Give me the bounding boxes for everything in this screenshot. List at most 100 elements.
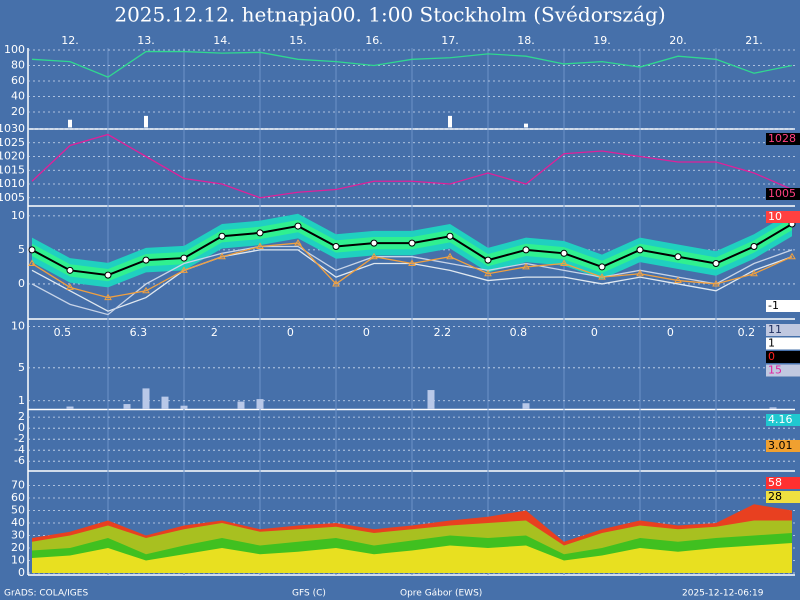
point bbox=[522, 246, 530, 254]
point bbox=[180, 254, 188, 262]
y-tick-label: 60 bbox=[11, 74, 25, 87]
value-badge-text: 1028 bbox=[768, 132, 796, 145]
bar bbox=[522, 403, 530, 409]
y-tick-label: 20 bbox=[11, 541, 25, 554]
point bbox=[636, 246, 644, 254]
y-tick-label: 60 bbox=[11, 491, 25, 504]
bar bbox=[180, 405, 188, 409]
y-tick-label: -4 bbox=[14, 443, 25, 456]
y-tick-label: 1005 bbox=[0, 191, 25, 204]
daily-total: 0.2 bbox=[738, 326, 756, 339]
line bbox=[31, 133, 793, 199]
point bbox=[598, 263, 606, 271]
daily-total: 0 bbox=[363, 326, 370, 339]
footer-text: 2025-12-12-06:19 bbox=[682, 589, 764, 599]
point bbox=[750, 269, 758, 277]
y-tick-label: 5 bbox=[18, 361, 25, 374]
daily-total: 0.5 bbox=[54, 326, 72, 339]
point bbox=[712, 279, 720, 287]
y-tick-label: 40 bbox=[11, 516, 25, 529]
y-tick-label: 10 bbox=[11, 554, 25, 567]
y-tick-label: 10 bbox=[11, 209, 25, 222]
point bbox=[712, 260, 720, 268]
point bbox=[788, 252, 796, 260]
point bbox=[446, 232, 454, 240]
bar bbox=[237, 401, 245, 409]
y-tick-label: 40 bbox=[11, 90, 25, 103]
point bbox=[28, 259, 36, 267]
bar bbox=[769, 407, 777, 409]
y-tick-label: -2 bbox=[14, 432, 25, 445]
point bbox=[294, 222, 302, 230]
panel: 20-2-4-6 4.16 3.01 bbox=[14, 410, 800, 467]
y-tick-label: 0 bbox=[18, 421, 25, 434]
day-label: 17. bbox=[441, 34, 459, 47]
point bbox=[560, 259, 568, 267]
y-tick-label: 0 bbox=[18, 277, 25, 290]
value-badge bbox=[766, 477, 800, 489]
point bbox=[332, 242, 340, 250]
value-badge-text: 15 bbox=[768, 364, 782, 377]
bar bbox=[68, 119, 72, 128]
bar bbox=[161, 396, 169, 409]
point bbox=[332, 279, 340, 287]
y-tick-label: -6 bbox=[14, 454, 25, 467]
point bbox=[142, 256, 150, 264]
y-tick-label: 70 bbox=[11, 479, 25, 492]
point bbox=[522, 262, 530, 270]
bar bbox=[448, 115, 452, 128]
value-badge-text: 11 bbox=[768, 323, 782, 336]
point bbox=[104, 271, 112, 279]
value-badge bbox=[766, 414, 800, 426]
title: 2025.12.12. hetnapja00. 1:00 Stockholm (… bbox=[114, 3, 665, 27]
value-badge bbox=[766, 188, 800, 200]
bar bbox=[144, 115, 148, 128]
y-tick-label: 1015 bbox=[0, 163, 25, 176]
line bbox=[31, 242, 793, 299]
point bbox=[408, 259, 416, 267]
bar bbox=[524, 123, 528, 128]
daily-total: 0 bbox=[287, 326, 294, 339]
point bbox=[28, 246, 36, 254]
line bbox=[31, 50, 793, 78]
day-label: 13. bbox=[137, 34, 155, 47]
day-label: 15. bbox=[289, 34, 307, 47]
daily-total: 0 bbox=[591, 326, 598, 339]
day-label: 12. bbox=[61, 34, 79, 47]
point bbox=[370, 252, 378, 260]
value-badge-text: 1005 bbox=[768, 187, 796, 200]
y-tick-label: 1010 bbox=[0, 177, 25, 190]
value-badge-text: -1 bbox=[768, 299, 779, 312]
day-label: 20. bbox=[669, 34, 687, 47]
point bbox=[66, 283, 74, 290]
value-badge bbox=[766, 364, 800, 377]
day-label: 16. bbox=[365, 34, 383, 47]
point bbox=[560, 249, 568, 257]
value-badge bbox=[766, 211, 800, 223]
point bbox=[484, 269, 492, 277]
value-badge bbox=[766, 133, 800, 145]
point bbox=[674, 276, 682, 284]
y-tick-label: 1030 bbox=[0, 122, 25, 135]
bar bbox=[123, 404, 131, 409]
point bbox=[256, 229, 264, 237]
day-label: 18. bbox=[517, 34, 535, 47]
y-tick-label: 2 bbox=[18, 410, 25, 423]
value-badge bbox=[766, 440, 800, 452]
y-tick-label: 80 bbox=[11, 59, 25, 72]
value-badge bbox=[766, 337, 800, 350]
value-badge-text: 10 bbox=[768, 210, 782, 223]
daily-total: 0.8 bbox=[510, 326, 528, 339]
daily-total: 0 bbox=[667, 326, 674, 339]
point bbox=[66, 266, 74, 274]
y-tick-label: 5 bbox=[18, 243, 25, 256]
daily-total: 2 bbox=[211, 326, 218, 339]
point bbox=[636, 269, 644, 277]
point bbox=[180, 266, 188, 273]
point bbox=[218, 252, 226, 260]
line bbox=[31, 245, 793, 316]
y-tick-label: 30 bbox=[11, 529, 25, 542]
